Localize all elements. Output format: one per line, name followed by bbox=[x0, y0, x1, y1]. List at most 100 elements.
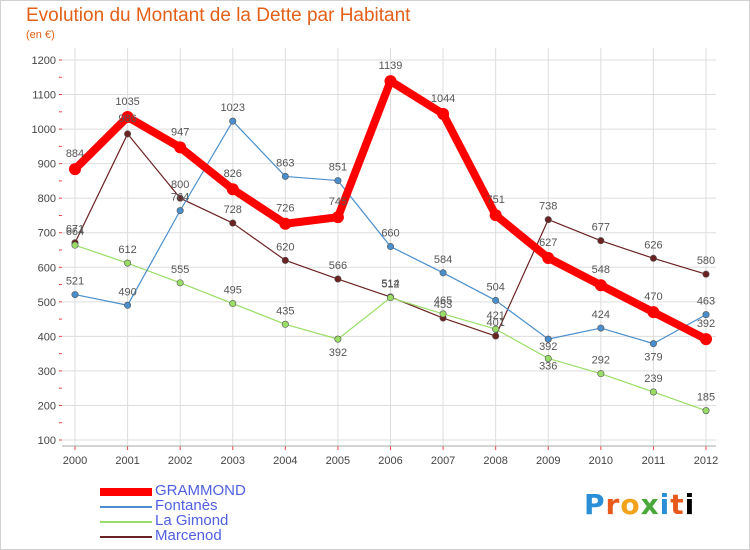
data-label-la-gimond: 465 bbox=[434, 295, 452, 307]
data-label-la-gimond: 185 bbox=[697, 392, 715, 404]
data-label-la-gimond: 555 bbox=[171, 264, 189, 276]
data-label-grammond: 1035 bbox=[115, 96, 139, 108]
data-point-marcenod bbox=[544, 216, 552, 224]
data-point-grammond bbox=[542, 251, 555, 264]
data-point-grammond bbox=[121, 111, 134, 123]
x-tick-label: 2004 bbox=[273, 455, 297, 467]
data-label-grammond: 726 bbox=[276, 203, 294, 215]
data-label-grammond: 548 bbox=[592, 264, 610, 276]
data-point-fontanes bbox=[492, 296, 500, 304]
x-tick-label: 2007 bbox=[431, 455, 455, 467]
data-point-la-gimond bbox=[229, 300, 237, 308]
data-label-grammond: 470 bbox=[644, 291, 662, 303]
chart-subtitle: (en €) bbox=[26, 29, 55, 41]
y-tick-label: 1200 bbox=[32, 55, 56, 67]
data-point-marcenod bbox=[124, 130, 132, 138]
legend-label-fontanes: Fontanès bbox=[155, 497, 218, 514]
x-tick-label: 2011 bbox=[642, 455, 666, 467]
data-point-marcenod bbox=[176, 194, 184, 202]
x-tick-label: 2003 bbox=[221, 455, 245, 467]
x-tick-label: 2006 bbox=[378, 455, 402, 467]
y-tick-label: 300 bbox=[38, 366, 56, 378]
y-tick-label: 200 bbox=[38, 400, 56, 412]
data-point-grammond bbox=[647, 306, 660, 319]
data-label-grammond: 392 bbox=[697, 318, 715, 330]
data-point-fontanes bbox=[334, 177, 342, 185]
data-point-marcenod bbox=[229, 219, 237, 227]
data-label-marcenod: 738 bbox=[539, 201, 557, 213]
data-point-grammond bbox=[384, 75, 397, 88]
data-point-grammond bbox=[69, 163, 81, 176]
legend-label-marcenod: Marcenod bbox=[155, 527, 222, 544]
data-point-fontanes bbox=[439, 269, 447, 277]
chart-title: Evolution du Montant de la Dette par Hab… bbox=[26, 5, 411, 26]
data-point-grammond bbox=[174, 141, 187, 154]
data-point-fontanes bbox=[176, 207, 184, 215]
legend-label-grammond: GRAMMOND bbox=[155, 482, 246, 499]
data-label-marcenod: 620 bbox=[276, 241, 294, 253]
data-label-marcenod: 986 bbox=[118, 113, 136, 125]
data-point-grammond bbox=[594, 279, 607, 292]
data-label-marcenod: 626 bbox=[644, 239, 662, 251]
data-point-la-gimond bbox=[492, 325, 500, 333]
data-label-marcenod: 566 bbox=[329, 260, 347, 272]
data-label-fontanes: 504 bbox=[486, 281, 504, 293]
data-label-fontanes: 463 bbox=[697, 296, 715, 308]
x-tick-label: 2010 bbox=[589, 455, 613, 467]
data-label-grammond: 1044 bbox=[431, 93, 455, 105]
data-point-fontanes bbox=[124, 301, 132, 309]
x-tick-label: 2002 bbox=[168, 455, 192, 467]
data-label-grammond: 1139 bbox=[379, 60, 403, 72]
data-label-la-gimond: 292 bbox=[592, 355, 610, 367]
data-label-la-gimond: 336 bbox=[539, 360, 557, 372]
data-label-grammond: 751 bbox=[486, 194, 504, 206]
data-label-marcenod: 728 bbox=[224, 204, 242, 216]
data-label-fontanes: 584 bbox=[434, 254, 452, 266]
data-point-grammond bbox=[437, 107, 450, 120]
data-label-fontanes: 863 bbox=[276, 157, 294, 169]
data-point-fontanes bbox=[544, 335, 552, 343]
data-point-fontanes bbox=[71, 291, 79, 299]
data-label-fontanes: 379 bbox=[644, 352, 662, 364]
legend-label-la-gimond: La Gimond bbox=[155, 512, 229, 529]
x-tick-label: 2001 bbox=[115, 455, 139, 467]
data-label-la-gimond: 435 bbox=[276, 305, 294, 317]
data-label-la-gimond: 495 bbox=[224, 285, 242, 297]
data-point-la-gimond bbox=[281, 320, 289, 328]
data-point-marcenod bbox=[281, 256, 289, 264]
legend-swatch-marcenod bbox=[100, 536, 152, 538]
data-point-grammond bbox=[279, 217, 292, 230]
legend-swatch-grammond bbox=[100, 488, 152, 496]
data-point-marcenod bbox=[597, 237, 605, 245]
data-label-la-gimond: 239 bbox=[644, 373, 662, 385]
data-label-la-gimond: 392 bbox=[329, 347, 347, 359]
data-point-fontanes bbox=[649, 340, 657, 348]
y-tick-label: 400 bbox=[38, 331, 56, 343]
data-point-grammond bbox=[226, 183, 239, 196]
data-label-fontanes: 392 bbox=[539, 341, 557, 353]
data-label-marcenod: 671 bbox=[66, 224, 84, 236]
y-tick-label: 500 bbox=[38, 297, 56, 309]
data-label-layer: 671 986 800 728 620 566 514 453 401 738 677 626 580 6… bbox=[66, 60, 715, 404]
data-label-marcenod: 514 bbox=[381, 278, 399, 290]
data-point-marcenod bbox=[649, 254, 657, 262]
legend-swatch-la-gimond bbox=[100, 521, 152, 523]
data-point-fontanes bbox=[229, 117, 237, 125]
y-tick-label: 100 bbox=[38, 435, 56, 447]
y-tick-label: 900 bbox=[38, 159, 56, 171]
data-label-grammond: 627 bbox=[539, 237, 557, 249]
proxiti-logo: Proxiti bbox=[584, 488, 696, 521]
data-label-fontanes: 1023 bbox=[221, 102, 245, 114]
data-point-fontanes bbox=[281, 172, 289, 180]
data-point-marcenod bbox=[702, 270, 710, 278]
y-tick-label: 600 bbox=[38, 262, 56, 274]
data-label-grammond: 745 bbox=[329, 196, 347, 208]
data-point-la-gimond bbox=[597, 370, 605, 378]
data-point-marcenod bbox=[334, 275, 342, 283]
data-label-fontanes: 764 bbox=[171, 192, 189, 204]
data-label-marcenod: 580 bbox=[697, 255, 715, 267]
y-tick-label: 800 bbox=[38, 193, 56, 205]
legend-swatch-fontanes bbox=[100, 506, 152, 508]
data-label-marcenod: 677 bbox=[592, 222, 610, 234]
